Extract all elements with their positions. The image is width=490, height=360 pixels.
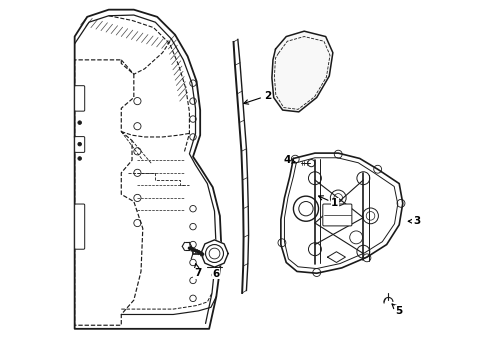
Circle shape [78,121,81,125]
Text: 6: 6 [213,268,220,279]
Polygon shape [281,153,403,273]
Polygon shape [74,10,221,329]
Text: 7: 7 [194,264,201,278]
Circle shape [78,157,81,160]
Circle shape [78,142,81,146]
FancyBboxPatch shape [323,204,352,226]
Text: 5: 5 [392,304,403,316]
FancyBboxPatch shape [74,86,85,111]
Polygon shape [272,31,333,112]
Polygon shape [201,240,228,267]
Text: 1: 1 [318,196,338,208]
Text: 4: 4 [284,155,295,165]
FancyBboxPatch shape [74,136,85,152]
Text: 2: 2 [244,91,271,104]
Text: 3: 3 [408,216,420,226]
FancyBboxPatch shape [74,204,85,249]
